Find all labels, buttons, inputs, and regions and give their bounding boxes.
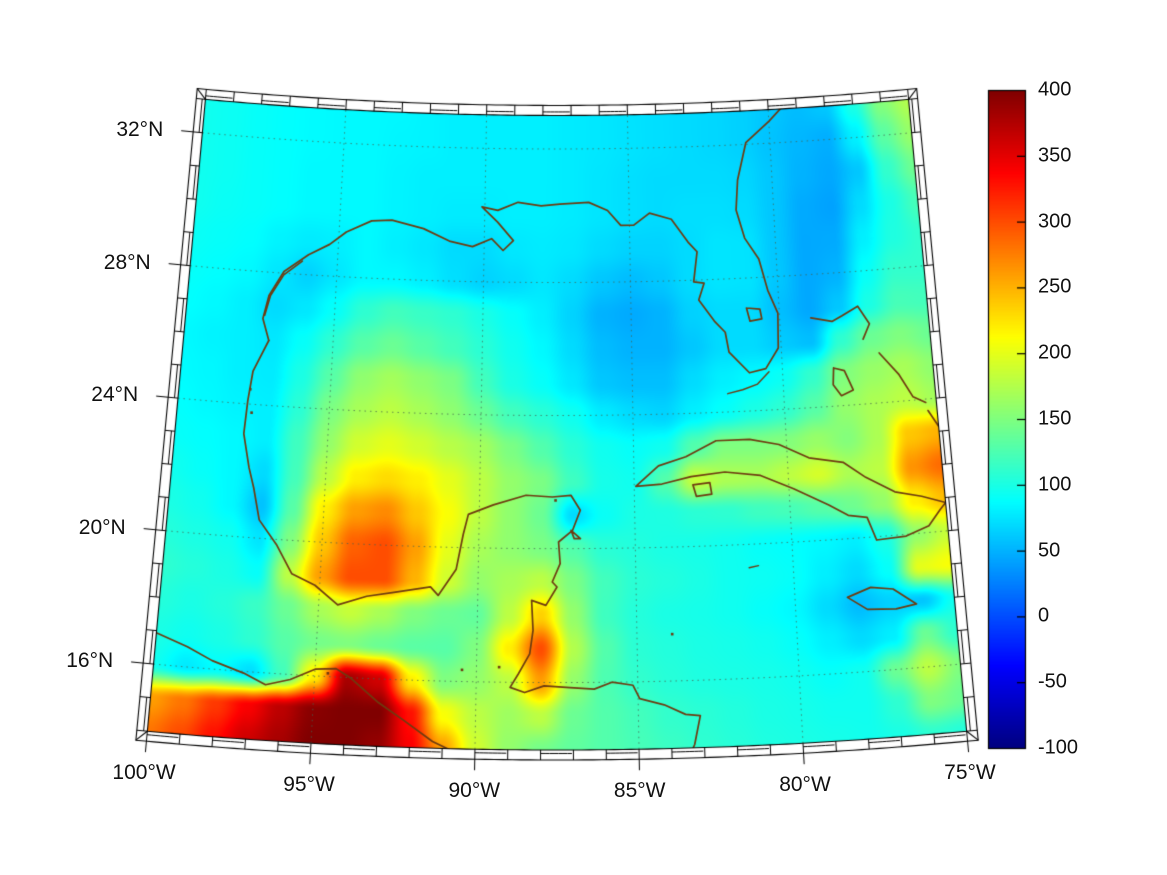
map-plot-canvas [0, 0, 1167, 875]
figure: 32°N 28°N 24°N 20°N 16°N 100°W 95°W 90°W 85°W 80°… [0, 0, 1167, 875]
